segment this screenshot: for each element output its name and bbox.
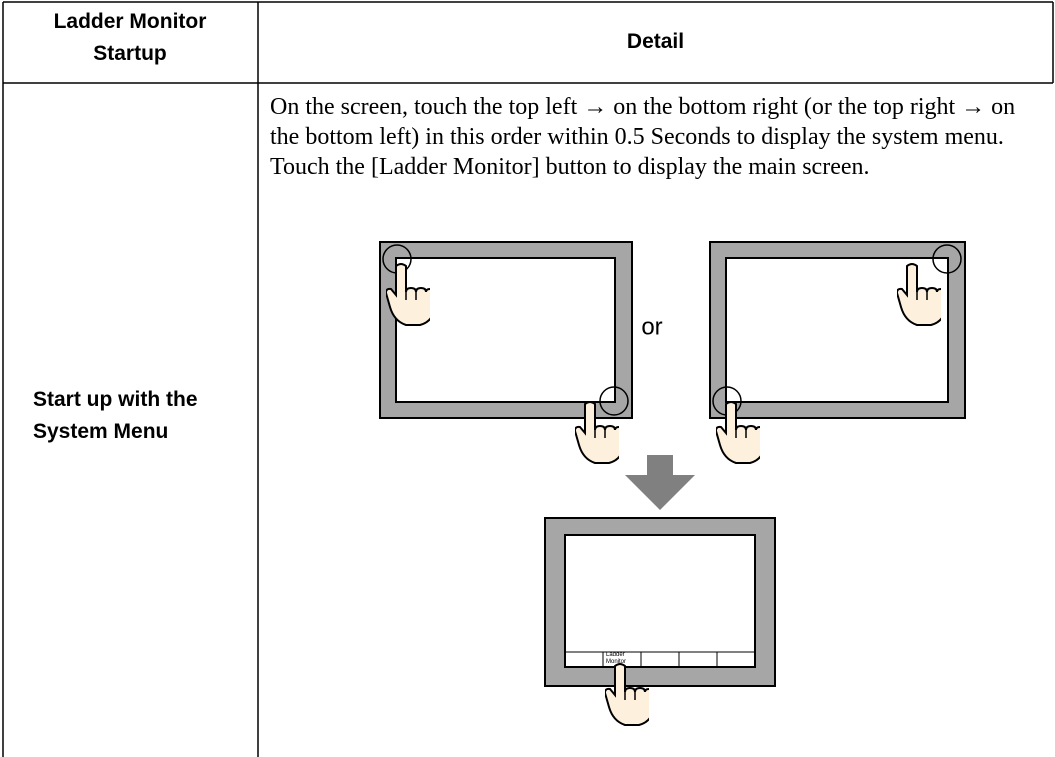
screen-diagram [379,241,633,464]
screen-diagram: Ladder Monitor [544,517,776,726]
or-label: or [641,313,662,340]
down-arrow [625,455,695,510]
button-label: Ladder Monitor [606,652,627,665]
column-header: Detail [626,30,685,53]
column-header: Ladder Monitor Startup [53,10,207,65]
screen-diagram [709,241,966,464]
detail-text: On the screen, touch the top left → on t… [270,94,1016,180]
row-label: Start up with the System Menu [33,388,198,443]
